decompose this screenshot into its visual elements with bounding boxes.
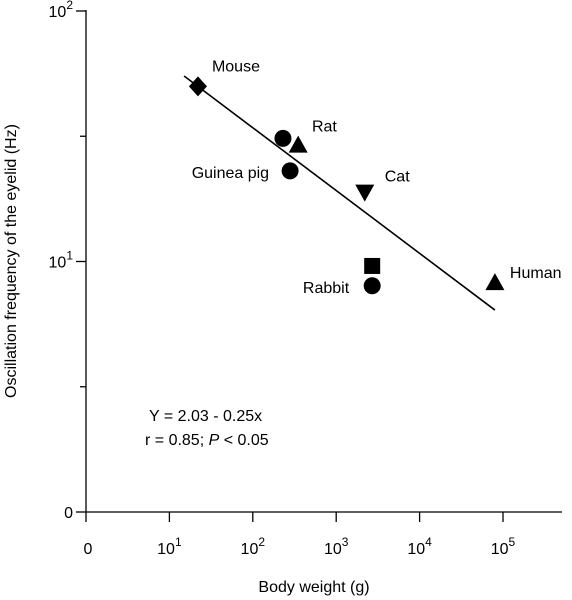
x-tick-label: 0	[84, 541, 93, 558]
point-label: Guinea pig	[192, 165, 269, 182]
stats-annotation: r = 0.85; P < 0.05	[145, 432, 269, 449]
point-circle-rabbit	[363, 277, 381, 295]
point-circle-rat	[274, 129, 292, 147]
point-circle-guinea-pig	[281, 162, 299, 180]
y-axis-label: Oscillation frequency of the eyelid (Hz)	[3, 124, 20, 398]
x-axis-label: Body weight (g)	[258, 579, 369, 596]
data-points	[188, 76, 505, 295]
x-tick-label: 105	[491, 535, 516, 558]
point-label: Rat	[312, 118, 337, 135]
point-labels: Mouse Rat Guinea pig Cat Rabbit Human	[192, 58, 562, 296]
x-tick-label: 101	[157, 535, 182, 558]
point-triangle-up-human	[485, 273, 505, 291]
y-tick-label: 0	[64, 505, 73, 522]
regression-line	[183, 75, 496, 311]
y-tick-label: 101	[49, 249, 74, 272]
point-label: Human	[510, 265, 562, 282]
y-tick-label: 102	[49, 0, 74, 21]
fit-line-group	[183, 75, 496, 311]
point-triangle-up	[288, 135, 308, 153]
point-label: Rabbit	[303, 280, 350, 297]
equation-annotation: Y = 2.03 - 0.25x	[149, 408, 262, 425]
y-ticks: 0 101 102	[49, 0, 86, 522]
point-triangle-down-cat	[355, 184, 375, 202]
x-tick-label: 104	[407, 535, 432, 558]
point-diamond-mouse	[188, 76, 207, 97]
x-ticks: 0 101 102 103 104 105	[84, 512, 516, 558]
point-label: Mouse	[212, 58, 260, 75]
x-tick-label: 103	[324, 535, 349, 558]
point-square	[364, 257, 381, 274]
x-tick-label: 102	[241, 535, 266, 558]
point-label: Cat	[385, 169, 410, 186]
